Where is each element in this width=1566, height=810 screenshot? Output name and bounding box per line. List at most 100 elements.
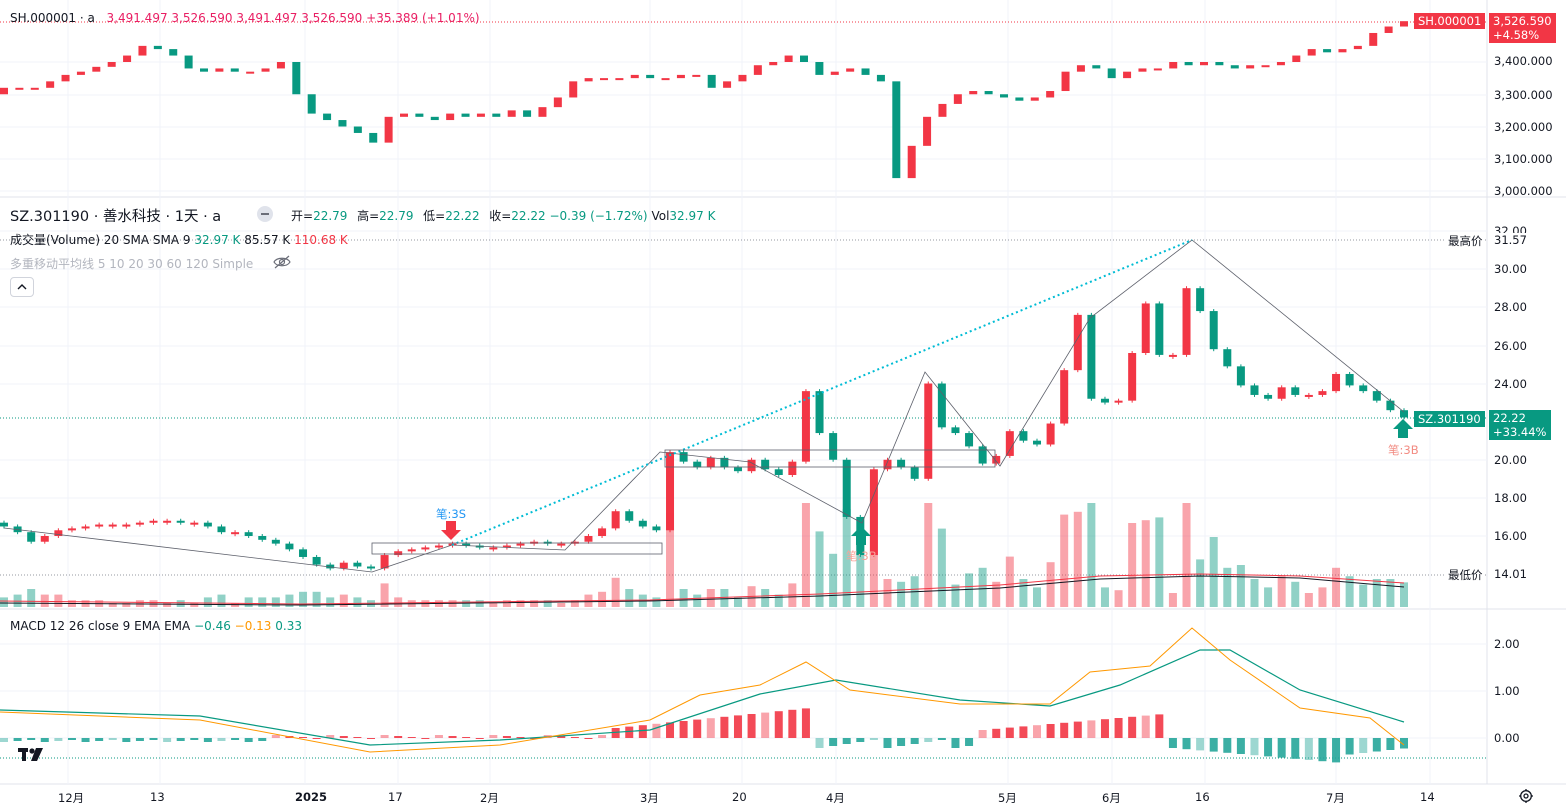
index-candle [1292,55,1301,62]
macd-histogram-bar [244,738,253,742]
index-candle [246,71,255,74]
candle [1236,366,1245,386]
macd-histogram-bar [407,737,416,738]
volume-bar [652,597,661,607]
index-candle [523,110,532,117]
candle [1060,370,1069,424]
macd-legend[interactable]: MACD 12 26 close 9 EMA EMA −0.46 −0.13 0… [10,619,302,633]
macd-histogram-bar [598,735,607,738]
index-candle [1215,62,1224,66]
ma-legend[interactable]: 多重移动平均线 5 10 20 30 60 120 Simple [10,255,253,272]
eye-off-icon[interactable] [273,255,291,269]
index-candle [138,45,147,56]
collapse-button[interactable] [10,277,34,297]
index-candle [800,55,808,62]
time-axis[interactable]: 12月 13 2025 17 2月 3月 20 4月 5月 6月 16 7月 14 [0,784,1490,810]
candle [190,522,199,525]
index-legend: SH.000001 · a 3,491.497 3,526.590 3,491.… [10,11,480,25]
macd-histogram-bar [992,728,1001,738]
low-price-label: 最低价 [1446,567,1485,583]
candle [353,562,362,567]
candle [1250,385,1259,395]
candle [231,532,240,535]
candle [937,383,946,428]
volume-bar [720,589,729,607]
candle [81,526,90,529]
index-candle [984,91,993,95]
candle [244,532,253,536]
volume-legend[interactable]: 成交量(Volume) 20 SMA SMA 9 32.97 K 85.57 K… [10,231,348,248]
volume-bar [258,597,267,607]
candle [801,391,810,462]
candle [638,520,647,527]
price-axis-label: 26.00 [1494,339,1527,353]
macd-histogram-bar [1209,738,1218,752]
tradingview-logo-icon[interactable] [18,745,44,763]
macd-histogram-bar [67,738,76,740]
candle [40,536,49,542]
candle [1182,288,1191,355]
macd-histogram-bar [163,738,172,742]
candle [1019,431,1028,441]
volume-bar [353,597,362,607]
index-candle [1338,49,1347,53]
ma-indicator-label: 多重移动平均线 5 10 20 30 60 120 Simple [10,257,254,271]
index-axis-label: 3,400.000 [1494,54,1553,68]
volume-bar [774,594,783,607]
volume-bar [176,600,185,607]
candle [652,526,661,531]
candle [924,383,933,479]
index-candle [1138,68,1147,72]
time-axis-label: 5月 [998,791,1017,805]
macd-histogram-bar [258,738,267,741]
volume-bar [1209,537,1218,607]
volume-bar [122,603,131,607]
macd-histogram-bar [339,736,348,738]
macd-histogram-bar [231,738,240,740]
index-candle [61,74,70,82]
high-price-value: 31.57 [1494,233,1527,247]
macd-histogram-bar [611,728,620,738]
macd-histogram-bar [434,735,443,738]
candle [312,556,321,565]
index-candle [15,87,24,90]
macd-line [0,649,1405,746]
price-axis-label: 18.00 [1494,491,1527,505]
index-candle [907,145,916,179]
candle [747,459,756,472]
volume-bar [557,603,566,607]
more-dot-icon[interactable] [257,206,273,222]
index-candle [430,116,439,121]
index-candle [123,55,132,62]
macd-histogram-bar [1332,738,1341,763]
volume-bar [1114,590,1123,607]
macd-histogram-bar [937,738,946,740]
macd-histogram-bar [502,736,511,738]
index-candle [923,116,932,146]
volume-bar [679,589,688,607]
index-candle [276,62,285,69]
macd-histogram-bar [1264,738,1273,757]
main-symbol-label[interactable]: SZ.301190 · 善水科技 · 1天 · a [10,209,222,225]
volume-bar [815,531,824,607]
candle [1400,410,1408,418]
index-candle [1076,65,1085,72]
volume-bar [1304,593,1313,607]
gear-icon[interactable] [1518,788,1534,804]
candle [326,564,335,569]
index-candle [1061,71,1070,92]
index-candle [476,113,485,117]
volume-bar [1250,579,1259,607]
macd-histogram-bar [652,723,661,738]
time-axis-label: 12月 [58,791,85,805]
index-candle [1169,62,1178,69]
volume-bar [842,509,851,607]
candle [27,532,36,542]
volume-bar [1168,593,1177,607]
candle [1332,373,1341,392]
volume-bar [1019,579,1028,607]
candle [1359,385,1368,392]
ohlc-vol-key: Vol [651,209,670,223]
volume-bar [733,597,742,607]
